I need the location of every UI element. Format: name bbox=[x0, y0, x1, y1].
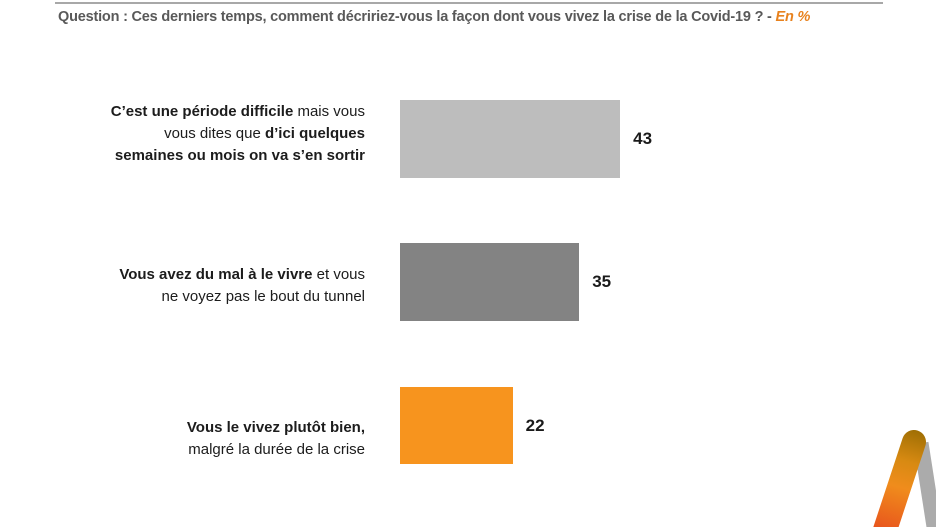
label-line: semaines ou mois on va s’en sortir bbox=[114, 147, 365, 164]
bar-category-label-3: Vous le vivez plutôt bien, malgré la dur… bbox=[35, 417, 365, 461]
label-line: C’est une période difficile mais vous bbox=[110, 103, 365, 120]
unit-label: En % bbox=[775, 9, 811, 25]
bar-segment-1 bbox=[400, 100, 621, 178]
bar-row-1: 43 bbox=[400, 100, 652, 178]
label-line: Vous avez du mal à le vivre et vous bbox=[119, 266, 365, 283]
label-line: malgré la durée de la crise bbox=[188, 441, 365, 458]
channel-logo-icon bbox=[873, 430, 936, 527]
bar-value-label-2: 35 bbox=[592, 272, 612, 291]
label-line: Vous le vivez plutôt bien, bbox=[186, 419, 365, 436]
bar-segment-2 bbox=[400, 243, 580, 321]
chart-question-title: Question : Ces derniers temps, comment d… bbox=[58, 9, 918, 25]
bar-segment-3 bbox=[400, 387, 513, 464]
bar-row-2: 35 bbox=[400, 243, 611, 321]
question-text: Question : Ces derniers temps, comment d… bbox=[58, 9, 772, 25]
bar-value-label-1: 43 bbox=[633, 129, 653, 148]
bar-row-3: 22 bbox=[400, 387, 545, 464]
label-line: vous dites que d’ici quelques bbox=[164, 125, 365, 142]
header-divider-line bbox=[55, 2, 883, 4]
bar-category-label-2: Vous avez du mal à le vivre et vous ne v… bbox=[35, 264, 365, 308]
bar-category-label-1: C’est une période difficile mais vous vo… bbox=[35, 101, 365, 167]
bar-value-label-3: 22 bbox=[525, 415, 545, 435]
label-line: ne voyez pas le bout du tunnel bbox=[161, 288, 365, 305]
